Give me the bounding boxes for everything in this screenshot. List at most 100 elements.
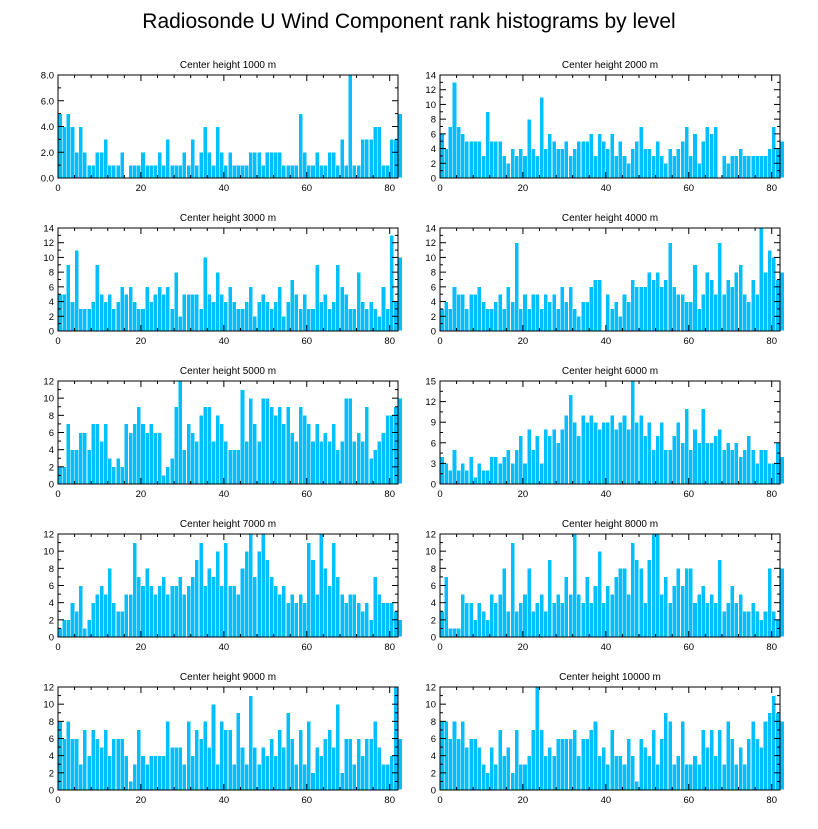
chart-7-bar — [684, 568, 690, 638]
chart-2-ytick-label: 2 — [49, 312, 54, 323]
chart-9-bar — [580, 738, 586, 791]
chart-0-bar — [327, 151, 332, 179]
chart-8-xtick-label: 40 — [219, 795, 230, 806]
chart-8-bar — [165, 721, 171, 791]
chart-5-bar — [767, 463, 773, 485]
chart-0-bar — [343, 164, 349, 179]
chart-4-bar — [227, 449, 233, 485]
chart-3-title: Center height 4000 m — [562, 213, 658, 224]
chart-3-bar — [663, 279, 669, 332]
chart-8-bar — [352, 763, 357, 791]
chart-5-bar — [572, 421, 578, 485]
chart-4-bar — [393, 406, 399, 485]
chart-5-bar — [713, 435, 719, 485]
chart-2-xtick-label: 40 — [219, 336, 230, 347]
chart-4-bar — [318, 440, 324, 485]
chart-9-bar — [771, 695, 777, 791]
chart-3-ytick-label: 14 — [425, 224, 436, 235]
chart-0-bar — [298, 113, 303, 179]
chart-1-bar — [680, 140, 685, 179]
chart-3-bar — [713, 293, 719, 332]
chart-8-bar — [235, 712, 241, 791]
chart-0-bar — [198, 151, 204, 179]
chart-4-bar — [115, 457, 121, 485]
chart-8-ytick-label: 0 — [49, 786, 54, 797]
chart-0-bar — [339, 139, 345, 179]
chart-7-bar — [447, 628, 453, 638]
chart-7-bar — [572, 533, 578, 638]
chart-6-xtick-label: 20 — [136, 642, 147, 653]
chart-3-bar — [493, 301, 499, 332]
chart-3-bar — [588, 286, 594, 332]
chart-4-bar — [165, 466, 171, 485]
chart-2-bar — [128, 286, 133, 332]
chart-4-ytick-label: 2 — [49, 462, 54, 473]
chart-0-bar — [352, 164, 357, 179]
chart-4-bar — [235, 449, 241, 485]
chart-5-bar — [688, 449, 694, 485]
chart-3-ytick-label: 6 — [431, 282, 436, 293]
chart-3-xtick-label: 20 — [518, 336, 529, 347]
chart-0-bar — [302, 151, 308, 179]
chart-8-bar — [244, 763, 250, 791]
chart-6-bar — [186, 585, 191, 638]
chart-7-bar — [588, 602, 594, 638]
chart-1-xtick-label: 80 — [766, 183, 777, 194]
chart-4-bar — [211, 440, 216, 485]
chart-9-bar — [485, 772, 491, 791]
chart-3-bar — [763, 271, 768, 332]
chart-1-ytick-label: 8 — [431, 115, 436, 126]
chart-5-bar — [588, 415, 594, 485]
chart-7-bar — [626, 593, 632, 638]
chart-0: Center height 1000 m 0 20 40 60 80 0.0 2.0 4.0 6.… — [41, 60, 403, 194]
chart-3-ytick-label: 12 — [425, 238, 436, 249]
chart-8-bar — [70, 738, 75, 791]
chart-4-bar — [269, 406, 274, 485]
chart-6-bar — [57, 628, 63, 638]
chart-9-bar — [460, 721, 466, 791]
chart-1-bar — [568, 155, 573, 179]
chart-1-bar — [676, 148, 681, 179]
chart-2-bar — [252, 315, 258, 332]
chart-2-bar — [132, 301, 138, 332]
chart-1-bar — [729, 155, 735, 179]
chart-7-bar — [460, 593, 466, 638]
chart-7-bar — [617, 568, 623, 638]
chart-0-xtick-label: 0 — [55, 183, 60, 194]
chart-3-bar — [468, 293, 474, 332]
chart-5-bar — [609, 415, 615, 485]
chart-0-bar — [227, 151, 233, 179]
chart-1-bar — [472, 140, 478, 179]
chart-6-bar — [95, 593, 100, 638]
chart-1-bar — [630, 148, 636, 179]
chart-7-bar — [676, 568, 681, 638]
chart-4-bar — [215, 415, 221, 485]
chart-8-ytick-label: 2 — [49, 768, 54, 779]
chart-3-bar — [742, 293, 748, 332]
chart-6-bar — [157, 585, 162, 638]
chart-4-bar — [78, 432, 84, 485]
chart-3-bar — [439, 308, 445, 332]
chart-7-bar — [671, 585, 677, 638]
chart-9-bar — [709, 729, 714, 791]
chart-1-bar — [539, 96, 544, 179]
chart-6-bar — [70, 602, 75, 638]
chart-1-bar — [485, 111, 491, 179]
chart-4-ytick-label: 0 — [49, 480, 54, 491]
chart-1-bar — [576, 140, 582, 179]
chart-2-bar — [231, 301, 237, 332]
chart-4-bar — [285, 406, 291, 485]
chart-4-bar — [248, 397, 254, 485]
chart-0-bar — [281, 164, 287, 179]
chart-9-bar — [477, 746, 482, 791]
chart-0-bar — [103, 139, 109, 179]
chart-4-bar — [368, 457, 374, 485]
chart-0-xtick-label: 80 — [384, 183, 395, 194]
chart-1-ytick-label: 12 — [425, 85, 436, 96]
chart-3-bar — [609, 308, 615, 332]
chart-7-bar — [501, 568, 507, 638]
chart-2-bar — [347, 308, 353, 332]
chart-8-bar — [376, 746, 382, 791]
chart-4-ytick-label: 8 — [49, 411, 54, 422]
chart-1-bar — [738, 148, 743, 179]
